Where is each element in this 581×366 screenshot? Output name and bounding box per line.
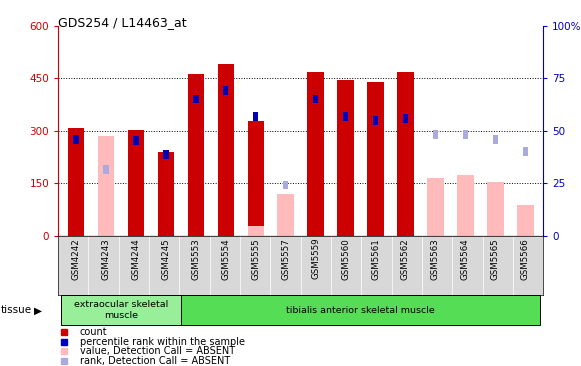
Text: GSM5566: GSM5566 bbox=[521, 238, 530, 280]
Bar bbox=[522, 147, 528, 156]
Bar bbox=[457, 175, 474, 236]
Text: GSM5554: GSM5554 bbox=[221, 238, 230, 280]
Bar bbox=[223, 86, 228, 95]
Bar bbox=[462, 130, 468, 139]
Text: GSM5553: GSM5553 bbox=[191, 238, 200, 280]
Bar bbox=[433, 130, 438, 139]
Bar bbox=[248, 121, 264, 236]
Bar bbox=[98, 136, 114, 236]
Text: GDS254 / L14463_at: GDS254 / L14463_at bbox=[58, 16, 187, 30]
Text: GSM5560: GSM5560 bbox=[341, 238, 350, 280]
Bar bbox=[427, 178, 444, 236]
Bar bbox=[193, 95, 199, 104]
Bar bbox=[367, 82, 384, 236]
Text: GSM4244: GSM4244 bbox=[131, 238, 141, 280]
Bar bbox=[373, 116, 378, 125]
Bar bbox=[517, 205, 533, 236]
Bar bbox=[307, 72, 324, 236]
Text: GSM5557: GSM5557 bbox=[281, 238, 290, 280]
Text: GSM5565: GSM5565 bbox=[491, 238, 500, 280]
Bar bbox=[493, 135, 498, 144]
Bar bbox=[73, 135, 79, 144]
Bar bbox=[103, 165, 109, 173]
Text: GSM4245: GSM4245 bbox=[162, 238, 170, 280]
Bar bbox=[338, 80, 354, 236]
Bar bbox=[188, 74, 204, 236]
Bar bbox=[157, 152, 174, 236]
Bar bbox=[278, 194, 294, 236]
Text: tissue: tissue bbox=[1, 305, 33, 315]
Text: ▶: ▶ bbox=[34, 305, 42, 315]
Text: GSM5555: GSM5555 bbox=[251, 238, 260, 280]
Text: GSM4242: GSM4242 bbox=[71, 238, 81, 280]
Bar bbox=[163, 150, 168, 159]
Text: GSM5563: GSM5563 bbox=[431, 238, 440, 280]
Bar bbox=[397, 72, 414, 236]
Bar bbox=[181, 295, 540, 325]
Text: GSM4243: GSM4243 bbox=[102, 238, 110, 280]
Bar bbox=[133, 136, 139, 145]
Bar bbox=[313, 95, 318, 104]
Text: count: count bbox=[80, 327, 107, 337]
Bar bbox=[487, 182, 504, 236]
Bar bbox=[403, 114, 408, 123]
Bar bbox=[248, 225, 264, 236]
Bar bbox=[128, 130, 144, 236]
Bar bbox=[61, 295, 181, 325]
Bar bbox=[217, 64, 234, 236]
Bar bbox=[68, 128, 84, 236]
Text: GSM5564: GSM5564 bbox=[461, 238, 470, 280]
Bar bbox=[343, 112, 348, 121]
Text: extraocular skeletal
muscle: extraocular skeletal muscle bbox=[74, 300, 168, 320]
Text: GSM5561: GSM5561 bbox=[371, 238, 380, 280]
Text: tibialis anterior skeletal muscle: tibialis anterior skeletal muscle bbox=[286, 306, 435, 315]
Bar bbox=[283, 181, 288, 190]
Text: GSM5562: GSM5562 bbox=[401, 238, 410, 280]
Text: percentile rank within the sample: percentile rank within the sample bbox=[80, 337, 245, 347]
Text: rank, Detection Call = ABSENT: rank, Detection Call = ABSENT bbox=[80, 356, 230, 366]
Text: value, Detection Call = ABSENT: value, Detection Call = ABSENT bbox=[80, 346, 235, 356]
Text: GSM5559: GSM5559 bbox=[311, 238, 320, 280]
Bar bbox=[253, 112, 259, 121]
